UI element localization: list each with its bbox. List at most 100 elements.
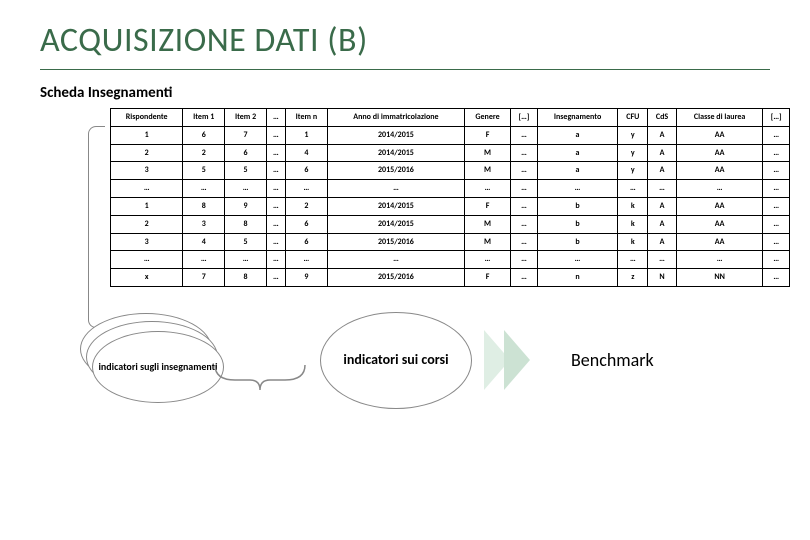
- table-header: […]: [511, 109, 538, 127]
- table-cell: b: [537, 233, 618, 251]
- table-row: 355…62015/2016M…ayAAA…: [111, 162, 790, 180]
- table-header: Item 2: [225, 109, 267, 127]
- big-oval: indicatori sui corsi: [320, 312, 472, 409]
- table-cell: AA: [676, 233, 763, 251]
- table-cell: …: [464, 251, 510, 269]
- table-row: 226…42014/2015M…ayAAA…: [111, 144, 790, 162]
- table-row: 238…62014/2015M…bkAAA…: [111, 215, 790, 233]
- table-cell: …: [511, 215, 538, 233]
- table-cell: b: [537, 215, 618, 233]
- table-cell: k: [618, 215, 648, 233]
- table-cell: A: [648, 126, 677, 144]
- ovals-label: indicatori sugli insegnamenti: [98, 361, 217, 373]
- table-cell: 1: [111, 197, 183, 215]
- stacked-ovals: indicatori sugli insegnamenti: [80, 313, 220, 408]
- table-cell: AA: [676, 197, 763, 215]
- table-cell: …: [266, 197, 285, 215]
- table-row: 189…22014/2015F…bkAAA…: [111, 197, 790, 215]
- table-cell: …: [266, 251, 285, 269]
- table-cell: n: [537, 269, 618, 287]
- table-header: Classe di laurea: [676, 109, 763, 127]
- table-row: …………………………………: [111, 180, 790, 198]
- table-cell: …: [618, 180, 648, 198]
- table-cell: M: [464, 144, 510, 162]
- table-cell: …: [111, 251, 183, 269]
- table-cell: …: [511, 144, 538, 162]
- table-row: …………………………………: [111, 251, 790, 269]
- left-brace: [88, 126, 105, 328]
- table-cell: 2: [111, 144, 183, 162]
- table-cell: M: [464, 162, 510, 180]
- table-cell: …: [763, 233, 790, 251]
- table-cell: 6: [285, 233, 327, 251]
- table-cell: AA: [676, 144, 763, 162]
- table-cell: 5: [183, 162, 225, 180]
- table-cell: A: [648, 197, 677, 215]
- table-header: Insegnamento: [537, 109, 618, 127]
- table-cell: 2: [111, 215, 183, 233]
- table-cell: …: [511, 269, 538, 287]
- table-cell: y: [618, 144, 648, 162]
- table-cell: …: [285, 251, 327, 269]
- table-cell: 7: [183, 269, 225, 287]
- table-cell: 2015/2016: [327, 233, 464, 251]
- table-cell: …: [648, 180, 677, 198]
- table-cell: …: [285, 180, 327, 198]
- table-cell: y: [618, 126, 648, 144]
- table-cell: …: [266, 215, 285, 233]
- table-cell: F: [464, 126, 510, 144]
- table-cell: …: [763, 126, 790, 144]
- table-cell: …: [183, 180, 225, 198]
- table-cell: 6: [285, 162, 327, 180]
- table-cell: …: [327, 180, 464, 198]
- table-header: Item n: [285, 109, 327, 127]
- table-cell: 6: [225, 144, 267, 162]
- table-cell: …: [511, 180, 538, 198]
- table-cell: y: [618, 162, 648, 180]
- table-row: x78…92015/2016F…nzNNN…: [111, 269, 790, 287]
- table-cell: …: [511, 197, 538, 215]
- table-cell: …: [225, 251, 267, 269]
- table-cell: A: [648, 162, 677, 180]
- table-header: […]: [763, 109, 790, 127]
- table-cell: M: [464, 233, 510, 251]
- table-cell: 8: [225, 215, 267, 233]
- table-cell: b: [537, 197, 618, 215]
- table-cell: 5: [225, 162, 267, 180]
- table-cell: AA: [676, 215, 763, 233]
- table-cell: 4: [183, 233, 225, 251]
- table-cell: 8: [183, 197, 225, 215]
- page-title: ACQUISIZIONE DATI (B): [40, 20, 770, 61]
- bottom-row: indicatori sugli insegnamenti indicatori…: [40, 312, 770, 409]
- table-cell: 3: [183, 215, 225, 233]
- table-cell: …: [511, 126, 538, 144]
- table-header: Anno di immatricolazione: [327, 109, 464, 127]
- table-cell: AA: [676, 126, 763, 144]
- table-cell: …: [618, 251, 648, 269]
- table-header: CFU: [618, 109, 648, 127]
- data-table: Rispondente Item 1 Item 2 … Item n Anno …: [110, 108, 790, 287]
- table-cell: …: [511, 233, 538, 251]
- table-row: 167…12014/2015F…ayAAA…: [111, 126, 790, 144]
- table-cell: …: [763, 180, 790, 198]
- table-cell: …: [763, 197, 790, 215]
- table-cell: 1: [111, 126, 183, 144]
- table-cell: …: [676, 180, 763, 198]
- table-cell: M: [464, 215, 510, 233]
- table-cell: 8: [225, 269, 267, 287]
- table-row: 345…62015/2016M…bkAAA…: [111, 233, 790, 251]
- table-cell: 6: [285, 215, 327, 233]
- table-cell: 2: [183, 144, 225, 162]
- table-cell: …: [266, 162, 285, 180]
- table-cell: A: [648, 233, 677, 251]
- title-underline: [40, 69, 770, 70]
- table-cell: 9: [225, 197, 267, 215]
- table-cell: 6: [183, 126, 225, 144]
- table-cell: …: [266, 144, 285, 162]
- table-cell: …: [648, 251, 677, 269]
- horizontal-brace: [210, 360, 310, 390]
- table-cell: A: [648, 144, 677, 162]
- table-cell: k: [618, 197, 648, 215]
- table-cell: …: [266, 180, 285, 198]
- table-cell: …: [464, 180, 510, 198]
